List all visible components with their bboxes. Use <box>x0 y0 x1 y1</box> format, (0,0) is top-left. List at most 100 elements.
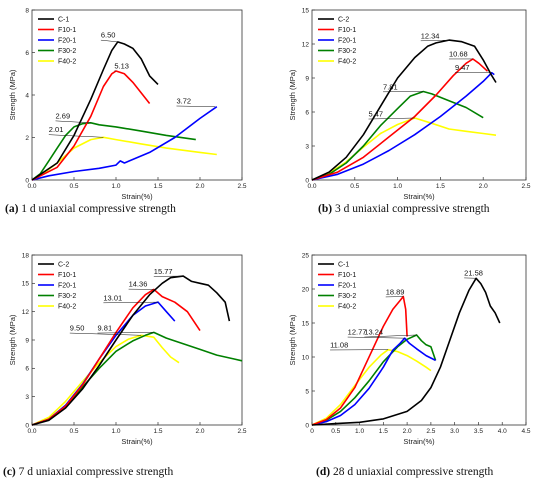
x-tick-label: 1.0 <box>111 183 120 190</box>
series-line-f20-1 <box>311 337 436 426</box>
legend-entry: F30-2 <box>58 48 76 55</box>
y-tick-label: 6 <box>25 366 29 373</box>
y-tick-label: 9 <box>305 75 309 82</box>
panel-b: 0.0 0.5 1.0 1.5 2.0 2.5 0 3 6 9 12 15 Strain(%) Stren… <box>288 7 531 215</box>
series-line-f20-1 <box>311 71 495 181</box>
y-tick-label: 15 <box>22 281 30 288</box>
y-tick-label: 20 <box>302 286 310 293</box>
x-tick-label: 3.0 <box>450 428 459 435</box>
x-tick-label: 1.0 <box>393 183 402 190</box>
series-line-f10-1 <box>311 295 408 426</box>
y-tick-label: 0 <box>305 177 309 184</box>
annotation-value: 18.89 <box>386 287 405 296</box>
annotation-value: 6.50 <box>101 31 116 40</box>
series-line-f30-2 <box>31 122 196 181</box>
series-line-f10-1 <box>311 58 489 181</box>
annotation-leader <box>420 39 449 42</box>
x-tick-label: 1.0 <box>355 428 364 435</box>
x-tick-label: 2.5 <box>237 183 246 190</box>
panel-a: 0.0 0.5 1.0 1.5 2.0 2.5 0 2 4 6 8 Strain(%) Strength… <box>5 7 247 215</box>
panel-caption: (d) 28 d uniaxial compressive strength <box>316 466 494 478</box>
annotation-value: 3.72 <box>176 97 191 106</box>
y-tick-label: 10 <box>302 354 310 361</box>
y-tick-label: 12 <box>22 309 30 316</box>
x-tick-label: 4.0 <box>498 428 507 435</box>
panel-caption: (b) 3 d uniaxial compressive strength <box>318 203 490 215</box>
series-line-f30-2 <box>31 331 243 426</box>
y-tick-label: 0 <box>25 177 29 184</box>
annotation-value: 2.69 <box>56 111 71 120</box>
annotation-leader <box>368 117 415 120</box>
legend-entry: F20-1 <box>338 283 356 290</box>
annotation-value: 5.13 <box>114 61 129 70</box>
y-axis-label: Strength (MPa) <box>8 69 17 120</box>
y-tick-label: 9 <box>25 337 29 344</box>
annotation-value: 13.24 <box>364 328 383 337</box>
x-tick-label: 1.5 <box>436 183 445 190</box>
x-tick-label: 0.5 <box>69 428 78 435</box>
series-line-f40-2 <box>311 117 497 181</box>
legend-entry: F30-2 <box>338 48 356 55</box>
annotation-value: 10.68 <box>449 49 468 58</box>
y-tick-label: 8 <box>25 7 29 14</box>
x-tick-label: 1.5 <box>379 428 388 435</box>
series-line-c-2 <box>311 39 497 181</box>
legend-entry: C-1 <box>338 262 349 269</box>
annotation-leader <box>103 301 159 304</box>
annotation-value: 14.36 <box>129 280 148 289</box>
legend-entry: F10-1 <box>58 272 76 279</box>
x-tick-label: 1.5 <box>153 183 162 190</box>
plot-frame <box>311 254 527 426</box>
annotation-leader <box>69 332 142 336</box>
annotation-value: 2.01 <box>49 125 64 134</box>
series-line-f20-1 <box>31 106 218 181</box>
legend-entry: F30-2 <box>58 293 76 300</box>
legend-entry: C-2 <box>338 17 349 24</box>
x-tick-label: 0.0 <box>27 428 36 435</box>
annotation-value: 13.01 <box>103 293 122 302</box>
annotation-value: 12.34 <box>421 31 440 40</box>
legend-entry: C-1 <box>58 17 69 24</box>
legend-entry: F40-2 <box>58 59 76 66</box>
annotation-value: 12.77 <box>348 328 367 337</box>
series-line-c-2 <box>31 275 231 426</box>
annotation-value: 7.81 <box>383 82 398 91</box>
x-axis-label: Strain(%) <box>121 192 153 201</box>
annotation-leader <box>364 334 417 338</box>
legend-entry: F10-1 <box>338 27 356 34</box>
y-tick-label: 15 <box>302 320 310 327</box>
y-tick-label: 4 <box>25 92 29 99</box>
x-tick-label: 2.0 <box>403 428 412 435</box>
series-line-f40-2 <box>31 334 180 426</box>
x-tick-label: 2.0 <box>195 428 204 435</box>
annotation-leader <box>97 332 154 334</box>
annotation-value: 21.58 <box>464 268 483 277</box>
y-tick-label: 0 <box>25 422 29 429</box>
x-tick-label: 2.5 <box>426 428 435 435</box>
legend-entry: F10-1 <box>338 272 356 279</box>
x-tick-label: 1.5 <box>153 428 162 435</box>
panel-caption: (c) 7 d uniaxial compressive strength <box>3 466 173 478</box>
x-tick-label: 2.0 <box>479 183 488 190</box>
legend-entry: F20-1 <box>338 38 356 45</box>
annotation-value: 9.50 <box>70 324 85 333</box>
y-tick-label: 3 <box>305 143 309 150</box>
legend-entry: F30-2 <box>338 293 356 300</box>
legend-entry: F40-2 <box>338 304 356 311</box>
y-tick-label: 6 <box>305 109 309 116</box>
annotation-value: 11.08 <box>330 340 348 349</box>
x-tick-label: 3.5 <box>474 428 483 435</box>
series-line-f10-1 <box>31 288 201 426</box>
y-tick-label: 0 <box>305 422 309 429</box>
y-tick-label: 12 <box>302 41 310 48</box>
x-axis-label: Strain(%) <box>121 437 153 446</box>
plot-frame <box>311 9 527 181</box>
x-tick-label: 0.5 <box>350 183 359 190</box>
y-axis-label: Strength (MPa) <box>8 314 17 365</box>
annotation-leader <box>55 120 91 124</box>
y-tick-label: 5 <box>305 388 309 395</box>
y-tick-label: 15 <box>302 7 310 14</box>
panel-caption: (a) 1 d uniaxial compressive strength <box>5 203 176 215</box>
annotation-value: 9.47 <box>455 63 470 72</box>
series-line-c-1 <box>311 277 501 426</box>
